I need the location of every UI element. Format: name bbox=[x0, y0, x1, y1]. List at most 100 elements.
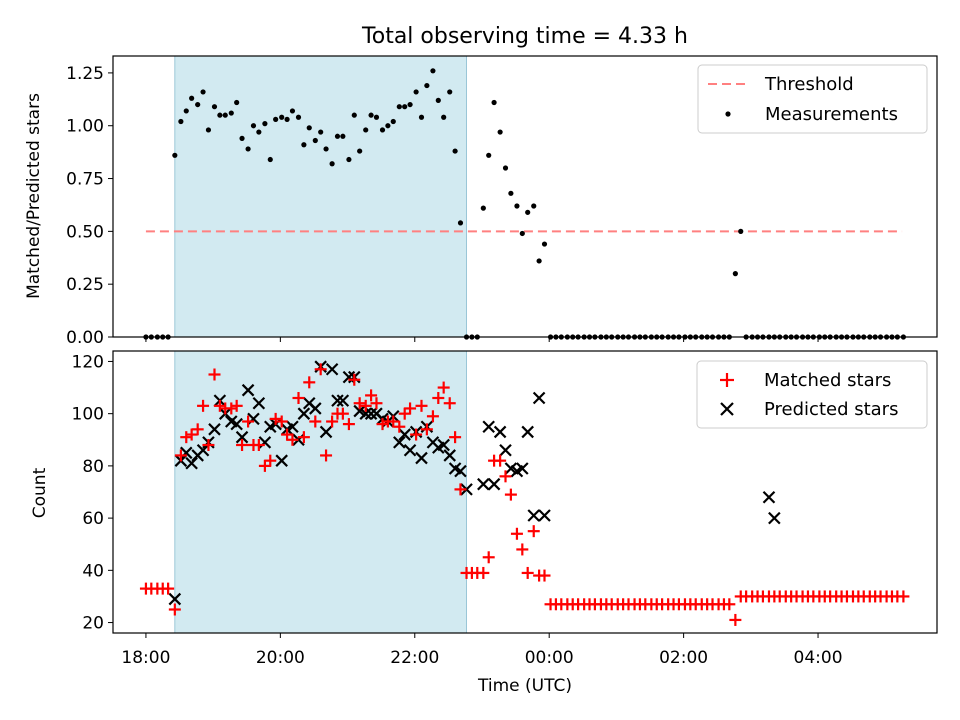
matched-star-point bbox=[180, 431, 193, 444]
bottom-legend: Matched stars Predicted stars bbox=[696, 360, 928, 429]
measurement-point bbox=[536, 258, 542, 264]
top-y-axis-ticks: 0.00 0.25 0.50 0.75 1.00 1.25 bbox=[66, 64, 113, 348]
measurement-point bbox=[346, 156, 352, 163]
legend-predicted-label: Predicted stars bbox=[764, 399, 898, 420]
matched-star-point bbox=[197, 399, 210, 412]
predicted-star-point bbox=[499, 443, 512, 457]
predicted-star-point bbox=[275, 454, 288, 467]
measurement-point bbox=[273, 116, 279, 122]
predicted-star-point bbox=[185, 456, 198, 470]
legend-matched-swatch bbox=[720, 373, 734, 387]
measurement-point bbox=[217, 112, 223, 118]
chart-title: Total observing time = 4.33 h bbox=[361, 24, 688, 49]
measurement-point bbox=[531, 203, 537, 209]
measurement-point bbox=[357, 148, 363, 154]
top-y-tick-label: 1.00 bbox=[66, 117, 104, 137]
top-x-axis-ticks bbox=[145, 337, 819, 342]
measurement-point bbox=[262, 121, 268, 127]
predicted-star-stroke bbox=[487, 477, 501, 491]
measurement-point bbox=[178, 118, 184, 125]
measurement-point bbox=[284, 116, 290, 122]
measurement-point bbox=[183, 108, 189, 114]
predicted-star-point bbox=[398, 428, 411, 441]
matched-star-point bbox=[230, 399, 243, 412]
measurement-point bbox=[295, 114, 302, 120]
bottom-plot-frame bbox=[112, 350, 938, 634]
matched-star-point bbox=[174, 449, 187, 462]
predicted-star-stroke bbox=[342, 370, 356, 384]
top-panel: 0.00 0.25 0.50 0.75 1.00 1.25 Matched/Predict… bbox=[24, 55, 938, 348]
measurement-point bbox=[732, 271, 738, 277]
measurement-point bbox=[195, 101, 201, 108]
predicted-star-point bbox=[309, 402, 322, 415]
top-y-tick-label: 1.25 bbox=[66, 64, 104, 84]
predicted-star-stroke bbox=[241, 383, 255, 397]
predicted-star-stroke bbox=[527, 509, 541, 522]
legend-threshold-label: Threshold bbox=[764, 74, 854, 95]
measurement-point bbox=[351, 112, 357, 118]
predicted-star-point bbox=[331, 394, 344, 407]
predicted-star-point bbox=[538, 509, 551, 522]
x-tick-label: 04:00 bbox=[794, 648, 843, 668]
measurement-point bbox=[396, 104, 402, 110]
matched-star-point bbox=[527, 525, 540, 538]
predicted-star-stroke bbox=[454, 464, 467, 478]
matched-star-point bbox=[432, 392, 445, 404]
measurement-point bbox=[340, 133, 346, 139]
predicted-star-stroke bbox=[230, 417, 243, 431]
measurement-point bbox=[738, 228, 744, 234]
predicted-star-stroke bbox=[359, 407, 372, 420]
measurement-point bbox=[379, 127, 386, 133]
measurement-point bbox=[502, 165, 509, 171]
predicted-star-point bbox=[532, 391, 546, 405]
measurement-point bbox=[279, 114, 285, 120]
measurement-point bbox=[289, 108, 296, 114]
measurement-point bbox=[435, 97, 441, 103]
predicted-star-point bbox=[493, 425, 507, 439]
matched-star-point bbox=[449, 431, 462, 444]
predicted-star-stroke bbox=[353, 404, 366, 418]
measurement-point bbox=[228, 110, 234, 116]
matched-star-point bbox=[314, 363, 327, 376]
predicted-star-point bbox=[359, 407, 372, 420]
matched-star-point bbox=[370, 397, 383, 410]
measurement-point bbox=[172, 152, 178, 158]
x-tick-label: 02:00 bbox=[659, 648, 708, 668]
matched-star-point bbox=[410, 428, 423, 441]
predicted-star-stroke bbox=[460, 483, 473, 496]
matched-star-point bbox=[185, 428, 198, 441]
predicted-star-stroke bbox=[499, 443, 512, 457]
matched-star-point bbox=[225, 402, 238, 415]
predicted-star-point bbox=[230, 417, 243, 431]
measurement-point bbox=[407, 101, 413, 108]
top-y-tick-label: 0.50 bbox=[66, 222, 104, 242]
predicted-star-point bbox=[403, 443, 417, 457]
predicted-star-stroke bbox=[319, 425, 333, 439]
predicted-star-stroke bbox=[370, 407, 383, 420]
x-axis-label: Time (UTC) bbox=[477, 676, 572, 696]
measurement-point bbox=[234, 99, 240, 106]
measurement-point bbox=[457, 220, 464, 226]
top-y-axis-label: Matched/Predicted stars bbox=[24, 93, 44, 299]
measurement-point bbox=[373, 114, 380, 120]
bottom-y-tick-label: 120 bbox=[72, 352, 104, 372]
predicted-star-stroke bbox=[225, 415, 238, 428]
matched-star-point bbox=[297, 431, 310, 444]
top-y-tick-label: 0.25 bbox=[66, 275, 104, 295]
measurement-point bbox=[525, 209, 531, 215]
matched-star-point bbox=[286, 433, 299, 446]
x-tick-label: 00:00 bbox=[525, 648, 574, 668]
measurement-point bbox=[447, 89, 453, 95]
top-legend: Threshold Measurements bbox=[697, 64, 928, 134]
matched-star-point bbox=[443, 397, 456, 410]
predicted-star-point bbox=[252, 396, 266, 410]
bottom-y-tick-label: 80 bbox=[82, 457, 104, 477]
predicted-star-stroke bbox=[325, 362, 339, 376]
matched-star-point bbox=[437, 381, 450, 394]
matched-star-point bbox=[504, 488, 517, 501]
predicted-star-stroke bbox=[762, 490, 776, 504]
measurement-point bbox=[245, 146, 251, 152]
measurement-point bbox=[318, 129, 324, 135]
matched-star-point bbox=[376, 418, 389, 431]
predicted-star-stroke bbox=[297, 407, 311, 420]
